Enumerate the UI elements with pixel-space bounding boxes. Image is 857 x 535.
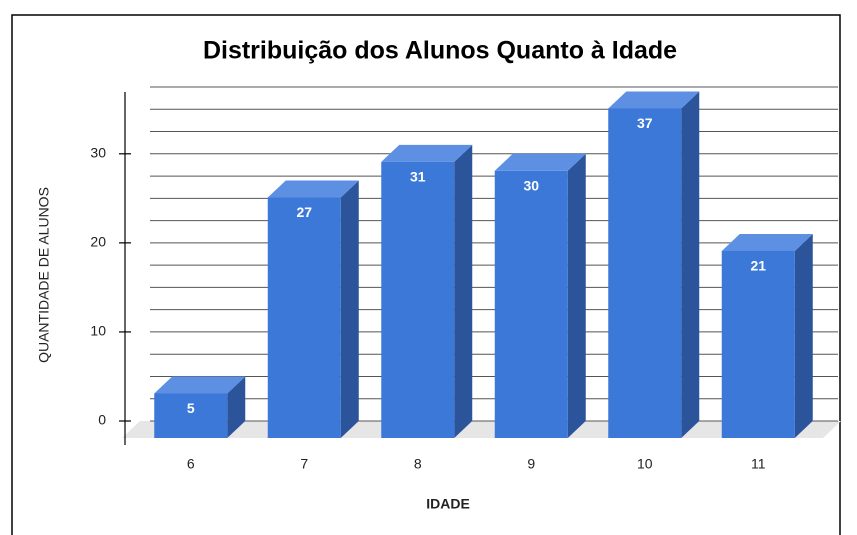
- bar-side: [567, 153, 586, 439]
- x-tick-label: 8: [414, 456, 422, 472]
- bar-top: [608, 91, 700, 109]
- bar-front: [721, 250, 795, 438]
- bar: [267, 180, 359, 438]
- bar-front: [608, 108, 682, 438]
- x-tick-label: 10: [637, 456, 653, 472]
- bar: [154, 376, 246, 438]
- value-label: 5: [187, 400, 195, 416]
- x-axis-label: IDADE: [426, 496, 470, 512]
- bar-side: [340, 180, 359, 438]
- value-label: 31: [410, 169, 426, 185]
- chart-title: Distribuição dos Alunos Quanto à Idade: [203, 37, 677, 65]
- x-tick-label: 7: [300, 456, 308, 472]
- bar-side: [227, 376, 246, 438]
- bar: [381, 144, 473, 439]
- value-label: 27: [296, 204, 312, 220]
- value-label: 37: [637, 115, 653, 131]
- x-tick-label: 9: [527, 456, 535, 472]
- bar-top: [154, 376, 246, 394]
- bar-front: [494, 170, 568, 439]
- bar: [608, 91, 700, 438]
- value-label: 21: [750, 258, 766, 274]
- bar: [494, 153, 586, 439]
- bar-side: [794, 233, 813, 438]
- bar-front: [154, 393, 228, 438]
- y-tick-label: 30: [90, 145, 106, 161]
- x-tick-label: 11: [751, 456, 766, 472]
- y-tick-label: 10: [90, 323, 106, 339]
- x-tick-label: 6: [187, 456, 195, 472]
- bar-top: [494, 153, 586, 171]
- bar-top: [721, 233, 813, 251]
- bar-front: [267, 197, 341, 438]
- value-label: 30: [523, 178, 539, 194]
- bar: [721, 233, 813, 438]
- bar-side: [681, 91, 700, 438]
- bar-side: [454, 144, 473, 439]
- bar-top: [267, 180, 359, 198]
- y-tick-label: 20: [90, 234, 106, 250]
- bar-top: [381, 144, 473, 162]
- bar-front: [381, 161, 455, 439]
- y-axis-label: QUANTIDADE DE ALUNOS: [36, 187, 52, 363]
- y-tick-label: 0: [98, 412, 106, 428]
